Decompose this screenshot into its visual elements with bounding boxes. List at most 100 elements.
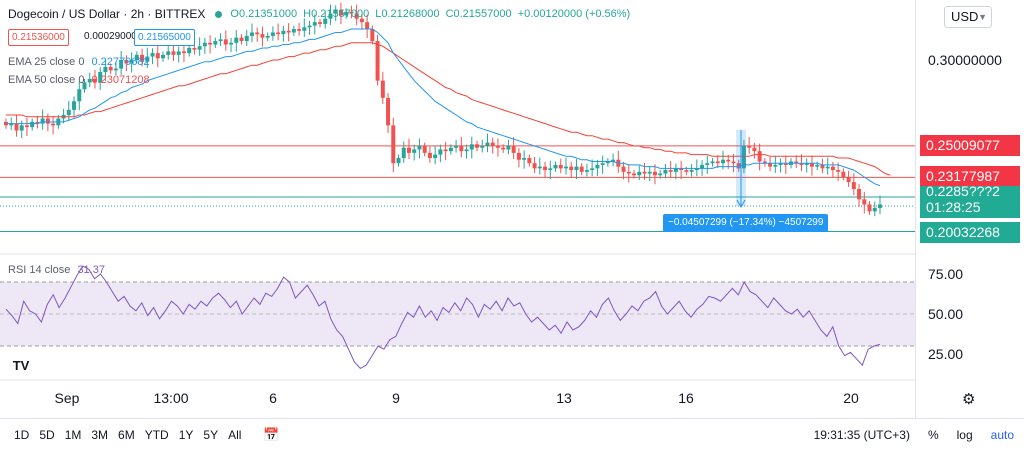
- range-1m[interactable]: 1M: [64, 427, 82, 442]
- candle-body: [778, 163, 783, 165]
- candle-body: [841, 171, 846, 177]
- range-1d[interactable]: 1D: [14, 427, 30, 442]
- candle-body: [51, 123, 56, 126]
- candle-body: [438, 149, 443, 155]
- candle-body: [45, 118, 50, 124]
- close-value: C0.21557000: [445, 8, 512, 20]
- range-ytd[interactable]: YTD: [144, 427, 169, 442]
- candle-body: [736, 163, 741, 169]
- candle-body: [741, 146, 746, 169]
- candle-body: [433, 154, 438, 159]
- ohlc-values: O0.21351000 H0.21557000 L0.21268000 C0.2…: [230, 8, 633, 20]
- candle-body: [406, 147, 411, 153]
- candle-body: [229, 42, 234, 45]
- clock-time[interactable]: 19:31:35 (UTC+3): [813, 427, 910, 442]
- grid: [0, 253, 915, 381]
- x-label: 13: [556, 390, 572, 406]
- candle-body: [459, 146, 464, 152]
- candle-body: [762, 161, 767, 164]
- candle-body: [809, 163, 814, 167]
- ema25-label: EMA 25 close 0: [8, 56, 85, 68]
- candle-body: [113, 68, 118, 71]
- candle-body: [731, 161, 736, 164]
- candle-body: [590, 168, 595, 171]
- candle-body: [448, 147, 453, 152]
- ema50-legend[interactable]: EMA 50 close 0 0.23071208: [8, 74, 150, 86]
- candle-body: [783, 163, 788, 165]
- candle-body: [124, 60, 129, 64]
- symbol-title[interactable]: Dogecoin / US Dollar · 2h · BITTREX: [8, 7, 206, 21]
- candle-body: [66, 109, 71, 116]
- candle-body: [663, 170, 668, 174]
- candle-body: [522, 158, 527, 160]
- spread-value: 0.00029000: [84, 31, 137, 42]
- x-label: 6: [269, 390, 277, 406]
- range-5y[interactable]: 5Y: [203, 427, 219, 442]
- candle-body: [773, 164, 778, 167]
- candle-body: [108, 66, 113, 71]
- currency-value: USD: [951, 9, 979, 24]
- candle-body: [328, 13, 333, 19]
- range-1y[interactable]: 1Y: [178, 427, 194, 442]
- toolbar-right: 19:31:35 (UTC+3) % log auto: [796, 428, 1014, 442]
- candle-body: [579, 166, 584, 172]
- candle-body: [637, 171, 642, 176]
- candle-body: [9, 123, 14, 126]
- candle-body: [318, 22, 323, 24]
- rsi-tick-75: 75.00: [928, 266, 964, 282]
- candle-body: [87, 78, 92, 83]
- buy-price-box[interactable]: 0.21565000: [134, 29, 195, 46]
- candle-body: [443, 149, 448, 152]
- tradingview-logo-icon[interactable]: TV: [8, 356, 34, 376]
- candle-body: [333, 10, 338, 14]
- auto-toggle[interactable]: auto: [990, 427, 1014, 442]
- candle-body: [354, 13, 359, 19]
- candle-body: [286, 30, 291, 33]
- candle-body: [92, 78, 97, 83]
- candle-body: [862, 199, 867, 205]
- measure-tool: [736, 130, 746, 209]
- gear-icon[interactable]: ⚙: [962, 391, 976, 408]
- bottom-toolbar: 1D 5D 1M 3M 6M YTD 1Y 5Y All 📅 19:31:35 …: [0, 418, 1024, 450]
- chart-header: Dogecoin / US Dollar · 2h · BITTREX O0.2…: [8, 7, 633, 21]
- measure-readout: −0.04507299 (−17.34%) −4507299: [663, 214, 829, 232]
- currency-select[interactable]: USD ▼: [944, 6, 992, 28]
- candle-body: [375, 41, 380, 81]
- candle-body: [145, 56, 150, 62]
- log-toggle[interactable]: log: [956, 427, 973, 442]
- candle-body: [747, 146, 752, 148]
- candle-body: [14, 123, 19, 131]
- range-6m[interactable]: 6M: [118, 427, 135, 442]
- candle-body: [391, 125, 396, 164]
- candle-body: [652, 171, 657, 176]
- sell-price-box[interactable]: 0.21536000: [8, 29, 69, 46]
- candle-body: [878, 204, 882, 208]
- price-axis-separator: [915, 0, 916, 418]
- candle-body: [726, 159, 731, 162]
- candle-body: [673, 168, 678, 172]
- chart-canvas[interactable]: [0, 0, 1024, 418]
- candle-body: [469, 144, 474, 150]
- candle-body: [187, 47, 192, 54]
- calendar-icon[interactable]: 📅: [263, 426, 280, 442]
- candle-body: [365, 22, 370, 30]
- candle-body: [422, 146, 427, 153]
- candle-body: [260, 34, 265, 38]
- range-5d[interactable]: 5D: [39, 427, 55, 442]
- candle-body: [584, 170, 589, 172]
- price-axis-tick: 0.30000000: [928, 52, 1002, 68]
- range-3m[interactable]: 3M: [91, 427, 109, 442]
- percent-toggle[interactable]: %: [927, 427, 939, 442]
- candle-body: [291, 29, 296, 33]
- candle-body: [202, 42, 207, 47]
- candle-body: [82, 82, 87, 90]
- candle-body: [867, 204, 872, 212]
- candle-body: [19, 125, 24, 131]
- range-all[interactable]: All: [228, 427, 242, 442]
- candle-body: [140, 54, 145, 62]
- candle-body: [213, 41, 218, 45]
- candle-body: [370, 29, 375, 42]
- rsi-legend[interactable]: RSI 14 close 31.37: [8, 264, 105, 276]
- candle-body: [223, 39, 228, 45]
- ema25-legend[interactable]: EMA 25 close 0 0.22779682: [8, 56, 150, 68]
